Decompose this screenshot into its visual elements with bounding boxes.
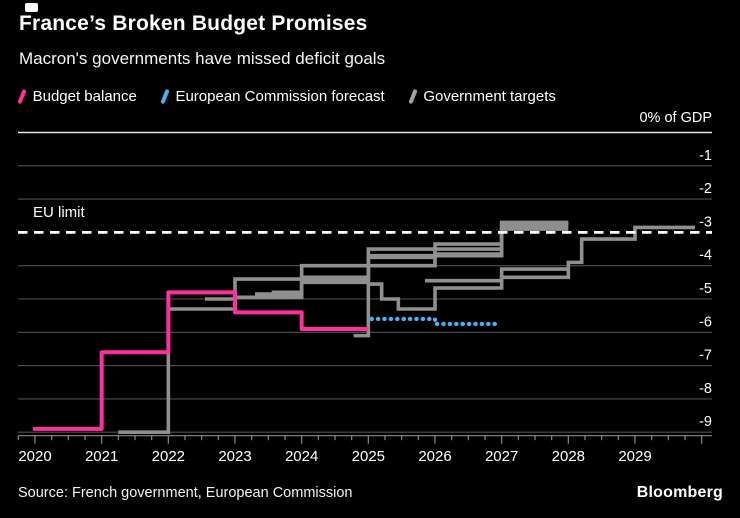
- legend-label: European Commission forecast: [175, 88, 385, 105]
- y-axis-label: -7: [699, 348, 712, 364]
- x-axis-label: 2023: [218, 448, 251, 465]
- x-axis-label: 2028: [552, 448, 585, 465]
- brand-dot: [25, 3, 38, 12]
- legend: Budget balance European Commission forec…: [17, 88, 556, 105]
- x-axis-label: 2026: [418, 448, 451, 465]
- x-axis-label: 2029: [618, 448, 651, 465]
- series-budget-balance: [33, 290, 369, 431]
- y-axis-label: -4: [699, 248, 712, 264]
- chart-subtitle: Macron's governments have missed deficit…: [19, 49, 386, 68]
- y-axis-label: -8: [699, 381, 712, 397]
- series-government-targets-2022-vintage-: [205, 227, 569, 301]
- eu-limit-annotation-label: EU limit: [33, 204, 85, 221]
- legend-label: Budget balance: [32, 88, 137, 105]
- x-axis-label: 2022: [152, 448, 185, 465]
- y-axis-label: -1: [699, 148, 712, 164]
- y-axis-label: -2: [699, 181, 712, 197]
- y-axis-label: -5: [699, 281, 712, 297]
- series-government-targets-autumn-2023-vintage-: [271, 222, 569, 295]
- x-axis-label: 2020: [18, 448, 51, 465]
- x-axis-label: 2025: [352, 448, 385, 465]
- x-axis-label: 2027: [485, 448, 518, 465]
- series-government-targets-2025-vintage-: [425, 267, 569, 283]
- y-axis-unit-label: 0% of GDP: [639, 110, 712, 126]
- legend-item-budget-balance: Budget balance: [17, 88, 137, 105]
- legend-item-government-targets: Government targets: [408, 88, 556, 105]
- x-axis-label: 2024: [285, 448, 318, 465]
- y-axis-label: -3: [699, 214, 712, 230]
- series-government-targets-2024-vintage-: [353, 225, 696, 338]
- legend-label: Government targets: [423, 88, 556, 105]
- y-axis-label: -6: [699, 314, 712, 330]
- chart-title: France’s Broken Budget Promises: [19, 12, 368, 35]
- series-government-targets-2021-vintage-: [118, 223, 569, 434]
- y-axis-label: -9: [699, 414, 712, 430]
- legend-item-ec-forecast: European Commission forecast: [160, 88, 385, 105]
- bloomberg-logo: Bloomberg: [636, 484, 723, 501]
- source-note: Source: French government, European Comm…: [18, 485, 353, 501]
- x-axis-label: 2021: [85, 448, 118, 465]
- series-european-commission-forecast: [369, 316, 498, 327]
